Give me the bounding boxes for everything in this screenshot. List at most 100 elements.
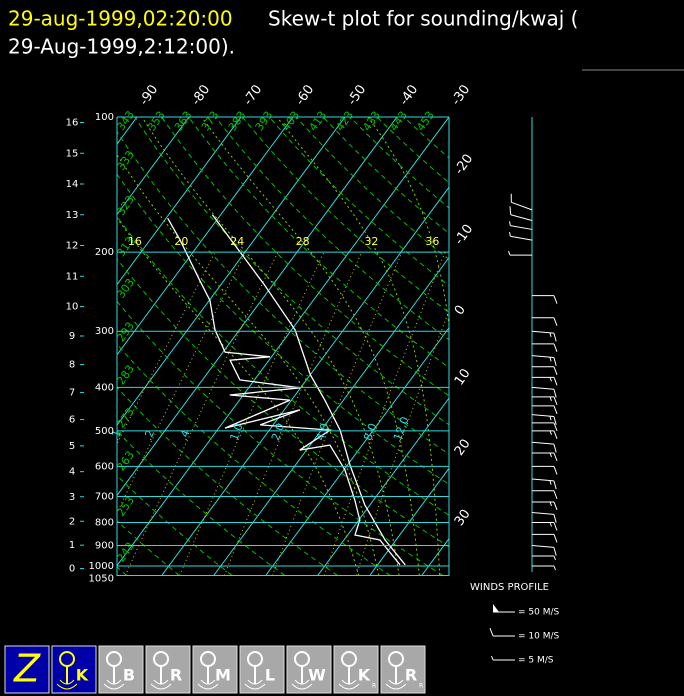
barb-full — [553, 295, 558, 304]
wind-barb — [532, 396, 558, 406]
button-label: L — [265, 666, 275, 685]
wind-barb — [532, 501, 558, 511]
barb-half — [549, 377, 552, 382]
button-label: R — [405, 666, 417, 685]
wind-barb — [489, 627, 515, 637]
wind-barb — [532, 366, 558, 375]
height-label: 16 — [66, 118, 79, 129]
legend-label: = 10 M/S — [518, 632, 560, 642]
mixing-ratio-label: .1 — [108, 428, 124, 442]
antenna-waves — [197, 679, 219, 690]
wind-barb — [531, 414, 557, 425]
mixing-ratio-line — [117, 251, 216, 445]
wind-barb — [532, 565, 556, 571]
barb-full — [553, 430, 558, 440]
pressure-label: 500 — [95, 426, 114, 437]
toolbar-button[interactable]: KR — [333, 645, 379, 694]
button-face — [51, 645, 97, 694]
isotherm — [117, 117, 242, 286]
moist-adiabat-label: 32 — [364, 235, 378, 248]
height-label: 3 — [69, 492, 75, 503]
button-face — [192, 645, 238, 694]
height-label: 4 — [69, 467, 75, 478]
barb-staff — [531, 544, 554, 548]
toolbar-button[interactable]: M — [192, 645, 238, 694]
wind-barb — [491, 655, 515, 661]
pressure-label: 900 — [95, 540, 114, 551]
isotherm — [117, 117, 190, 216]
moist-adiabat-label: 36 — [425, 235, 439, 248]
height-label: 7 — [69, 387, 75, 398]
antenna-waves — [338, 679, 360, 690]
toolbar-button[interactable]: B — [98, 645, 144, 694]
title-time: 29-aug-1999,02:20:00 — [8, 7, 233, 31]
height-label: 1 — [69, 540, 75, 551]
wind-barb — [532, 295, 558, 304]
mixing-ratio-label: 2.0 — [269, 422, 287, 443]
wind-barb — [509, 206, 533, 221]
wind-barb — [509, 221, 533, 230]
button-sub: R — [372, 683, 376, 690]
wind-barb — [532, 521, 558, 531]
button-sub: R — [419, 683, 423, 690]
antenna-waves — [103, 679, 125, 690]
wind-barb — [532, 422, 558, 432]
barb-full — [553, 422, 558, 432]
isotherm — [316, 397, 449, 576]
toolbar-button[interactable]: W — [286, 645, 332, 694]
dry-adiabat — [215, 117, 449, 341]
toolbar-button[interactable]: K — [51, 645, 97, 694]
dry-adiabat — [117, 386, 338, 576]
height-label: 5 — [69, 441, 75, 452]
isotherm — [264, 326, 449, 576]
barb-full — [553, 377, 558, 386]
barb-full — [489, 627, 494, 637]
toolbar-button[interactable]: Z — [4, 645, 50, 694]
mixing-ratio-label: .2 — [141, 428, 157, 442]
dry-adiabat — [117, 520, 180, 576]
barb-half — [549, 332, 552, 338]
wind-barb — [531, 441, 557, 453]
button-label: R — [170, 666, 182, 685]
toolbar-button[interactable]: R — [145, 645, 191, 694]
height-label: 6 — [69, 415, 75, 426]
dry-adiabat — [117, 343, 391, 576]
wind-barb — [531, 386, 557, 398]
height-label: 13 — [66, 210, 79, 221]
dry-adiabat — [134, 117, 449, 426]
legend-label: = 50 M/S — [518, 608, 560, 618]
barb-pennant — [493, 604, 499, 612]
pressure-label: 600 — [95, 461, 114, 472]
dewpoint-trace — [167, 217, 401, 566]
height-label: 14 — [66, 179, 79, 190]
moist-adiabat-label: 16 — [128, 235, 142, 248]
barb-half — [553, 565, 556, 571]
toolbar-button[interactable]: L — [239, 645, 285, 694]
button-label: K — [358, 666, 371, 685]
barb-staff — [531, 441, 554, 445]
wind-barb — [532, 555, 556, 561]
barb-half — [549, 522, 552, 527]
barb-full — [553, 317, 558, 326]
moist-adiabat-label: 28 — [296, 235, 310, 248]
barb-half — [549, 480, 552, 485]
barb-half — [553, 555, 556, 561]
mixing-ratio-line — [323, 252, 446, 576]
moist-adiabat — [141, 117, 400, 576]
wind-barb — [532, 430, 558, 440]
barb-half — [491, 655, 494, 661]
wind-barb — [509, 231, 533, 241]
barb-full — [553, 522, 558, 531]
button-label: W — [308, 666, 326, 685]
button-label: K — [76, 666, 89, 685]
toolbar-button[interactable]: RR — [380, 645, 426, 694]
barb-full — [553, 501, 558, 511]
antenna-waves — [150, 679, 172, 690]
button-label: Z — [13, 647, 41, 691]
antenna-waves — [385, 679, 407, 690]
barb-half — [549, 452, 552, 458]
button-label: B — [123, 666, 135, 685]
wind-barb — [531, 544, 557, 556]
barb-half — [549, 416, 552, 421]
barb-half — [509, 221, 511, 226]
